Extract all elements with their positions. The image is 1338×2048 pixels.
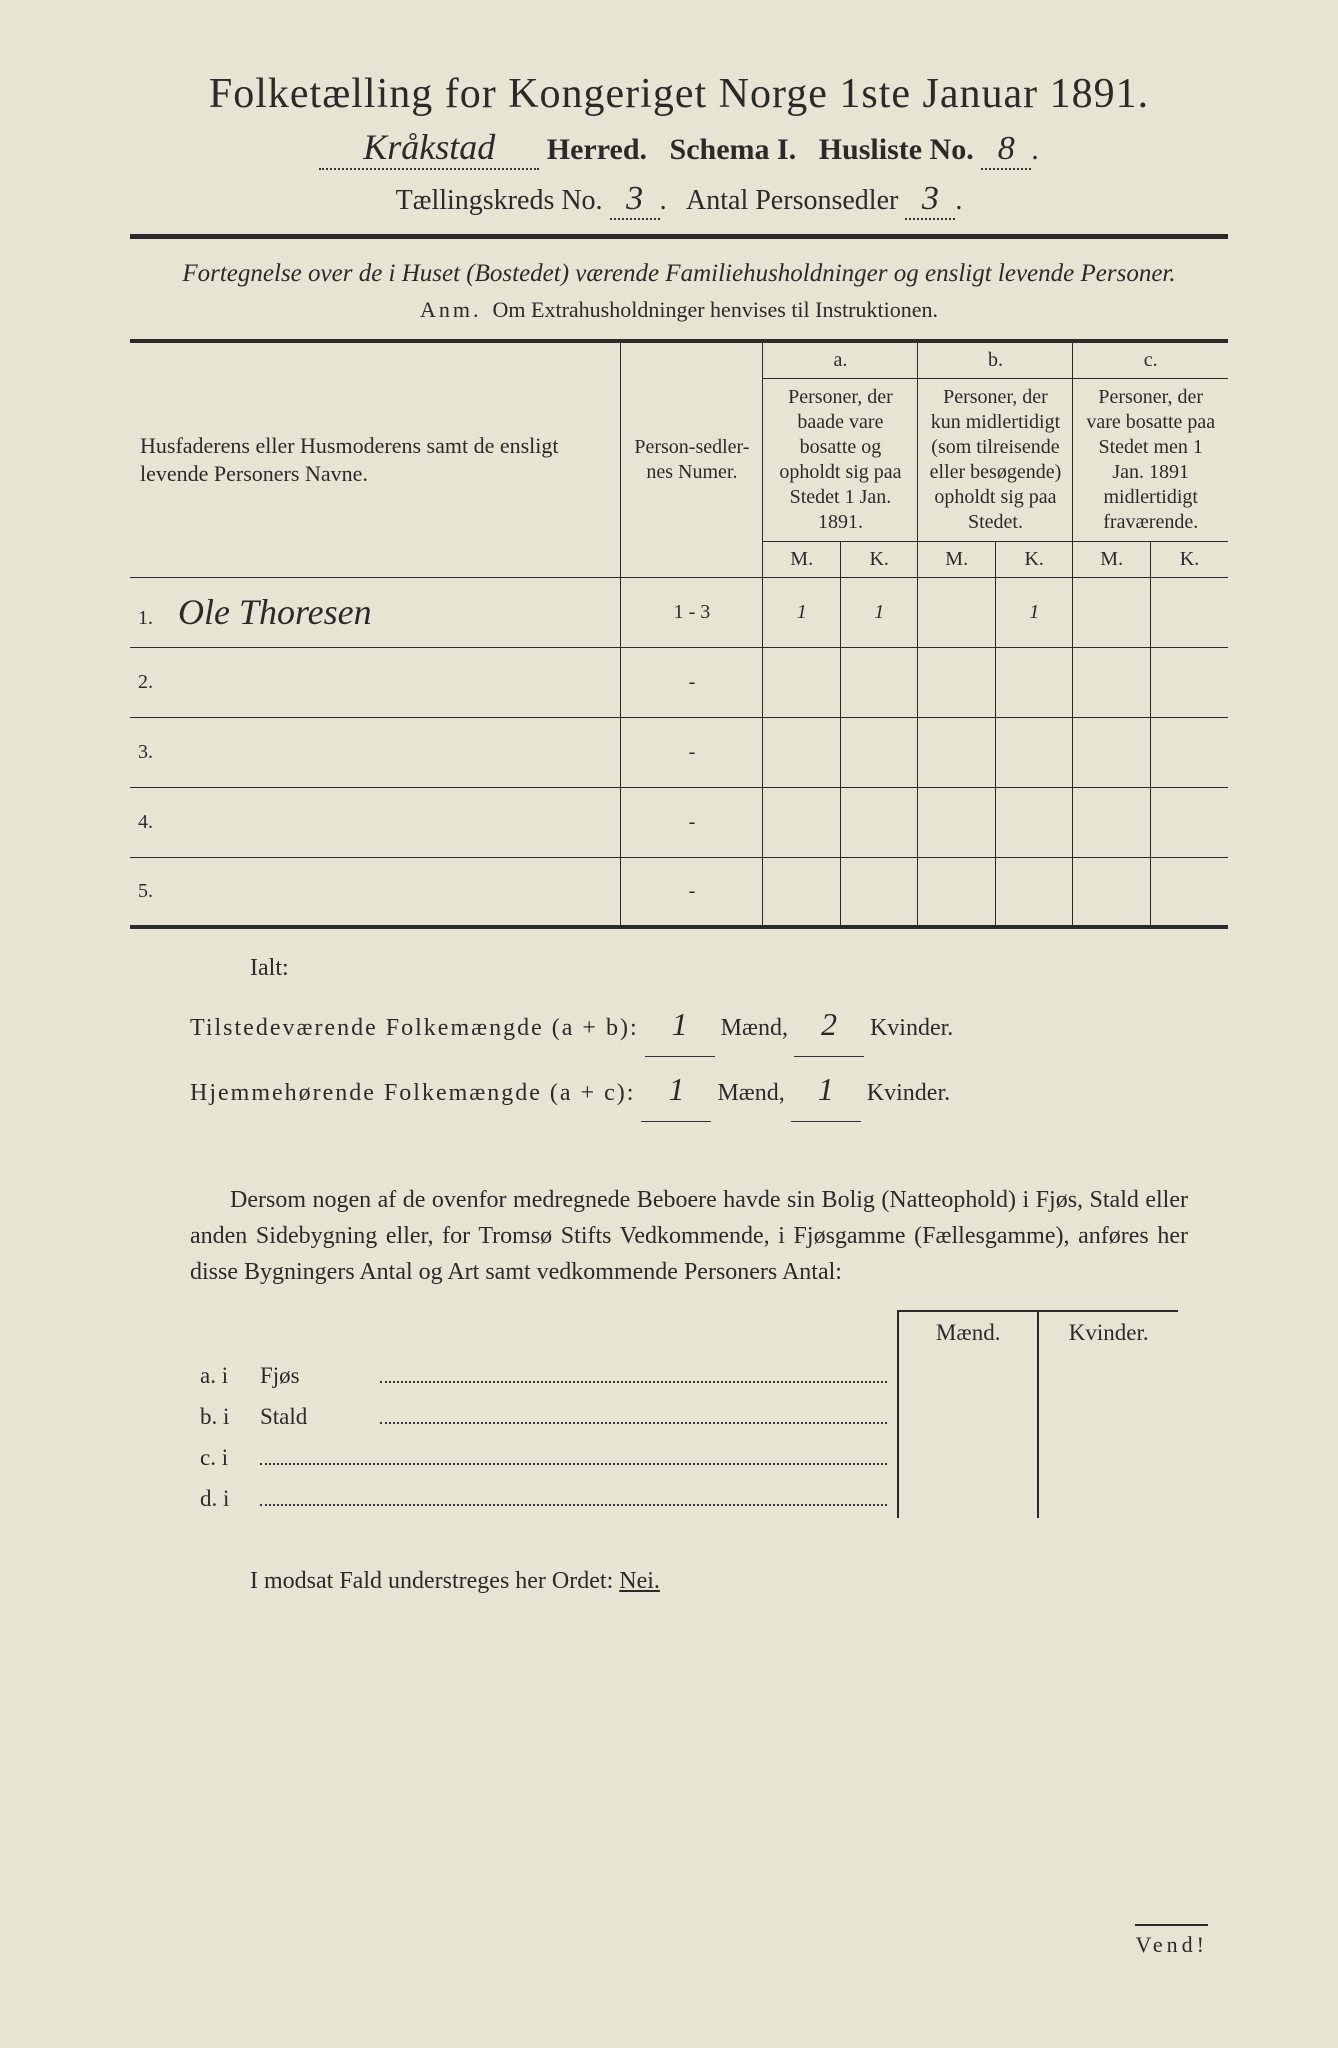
antal-number: 3 [905,180,955,220]
total-present: Tilstedeværende Folkemængde (a + b): 1 M… [190,992,1228,1057]
totals-block: Tilstedeværende Folkemængde (a + b): 1 M… [190,992,1228,1122]
herred-handwritten: Kråkstad [319,126,539,170]
row-number: 4. [138,811,153,833]
census-form-page: Folketælling for Kongeriget Norge 1ste J… [0,0,1338,2048]
table-row: 2. - [130,647,1228,717]
anm-label: Anm. [420,297,482,322]
kvinder-label: Kvinder. [870,1015,953,1041]
row-name: Ole Thoresen [158,592,372,632]
row-number: 2. [138,671,153,693]
c-k-header: K. [1150,541,1228,577]
row-number: 1. [138,607,153,629]
husliste-label: Husliste No. [819,133,974,166]
table-row: 1. Ole Thoresen 1 - 3 1 1 1 [130,577,1228,647]
col-a-label: a. [763,341,918,379]
ialt-label: Ialt: [250,955,1228,982]
bldg-kvinder-header: Kvinder. [1038,1311,1178,1354]
row-a-k: 1 [840,577,918,647]
col-b-label: b. [918,341,1073,379]
col-b-text: Personer, der kun midlertidigt (som tilr… [918,378,1073,541]
bldg-row-type: Stald [250,1395,370,1436]
a-k-header: K. [840,541,918,577]
main-table: Husfaderens eller Husmoderens samt de en… [130,339,1228,930]
row-number: 5. [138,880,153,902]
b-m-header: M. [918,541,996,577]
husliste-number: 8 [981,130,1031,170]
nei-line: I modsat Fald understreges her Ordet: Ne… [250,1568,1228,1595]
col-names-header: Husfaderens eller Husmoderens samt de en… [130,341,621,578]
kvinder-label: Kvinder. [867,1080,950,1106]
table-row: 5. - [130,857,1228,927]
row-c-k [1150,577,1228,647]
page-title: Folketælling for Kongeriget Norge 1ste J… [130,70,1228,118]
row-numr: - [621,857,763,927]
maend-label: Mænd, [721,1015,788,1041]
a-m-header: M. [763,541,841,577]
nei-text: I modsat Fald understreges her Ordet: [250,1568,613,1594]
row-numr: - [621,647,763,717]
col-c-label: c. [1073,341,1228,379]
antal-label: Antal Personsedler [686,185,898,216]
bldg-row: a. i Fjøs [190,1354,1178,1395]
col-numr-header: Person-sedler-nes Numer. [621,341,763,578]
nei-word: Nei. [619,1568,660,1594]
dotted-fill [260,1483,887,1506]
c-m-header: M. [1073,541,1151,577]
table-body: 1. Ole Thoresen 1 - 3 1 1 1 2. - 3. - 4. [130,577,1228,927]
anm-text: Om Extrahusholdninger henvises til Instr… [493,297,938,322]
bldg-row-letter: b. i [190,1395,250,1436]
header-line-2: Kråkstad Herred. Schema I. Husliste No. … [130,126,1228,170]
b-k-header: K. [995,541,1073,577]
bldg-row-letter: c. i [190,1436,250,1477]
building-table: Mænd. Kvinder. a. i Fjøs b. i Stald c. i… [190,1310,1178,1518]
dotted-fill [380,1360,887,1383]
total-resident: Hjemmehørende Folkemængde (a + c): 1 Mæn… [190,1057,1228,1122]
row-numr: 1 - 3 [621,577,763,647]
tot2-k: 1 [791,1057,861,1122]
col-a-text: Personer, der baade vare bosatte og opho… [763,378,918,541]
row-numr: - [621,787,763,857]
dotted-fill [380,1401,887,1424]
paragraph: Dersom nogen af de ovenfor medregnede Be… [190,1182,1188,1290]
tot1-label: Tilstedeværende Folkemængde (a + b): [190,1015,639,1041]
tot1-k: 2 [794,992,864,1057]
anm-line: Anm. Om Extrahusholdninger henvises til … [130,297,1228,323]
herred-label: Herred. [547,133,647,166]
tot2-label: Hjemmehørende Folkemængde (a + c): [190,1080,635,1106]
bldg-row-letter: d. i [190,1477,250,1518]
bldg-maend-header: Mænd. [898,1311,1038,1354]
row-numr: - [621,717,763,787]
row-a-m: 1 [763,577,841,647]
bldg-row: b. i Stald [190,1395,1178,1436]
subtitle: Fortegnelse over de i Huset (Bostedet) v… [130,257,1228,291]
table-row: 4. - [130,787,1228,857]
kreds-label: Tællingskreds No. [396,185,603,216]
kreds-number: 3 [610,180,660,220]
divider [130,234,1228,239]
bldg-row-type: Fjøs [250,1354,370,1395]
tot2-m: 1 [641,1057,711,1122]
maend-label: Mænd, [717,1080,784,1106]
bldg-row-letter: a. i [190,1354,250,1395]
table-row: 3. - [130,717,1228,787]
bldg-row: c. i [190,1436,1178,1477]
col-c-text: Personer, der vare bosatte paa Stedet me… [1073,378,1228,541]
row-b-k: 1 [995,577,1073,647]
dotted-fill [260,1442,887,1465]
row-c-m [1073,577,1151,647]
row-number: 3. [138,741,153,763]
row-cell: 1. Ole Thoresen [130,577,621,647]
vend-label: Vend! [1135,1924,1208,1958]
tot1-m: 1 [645,992,715,1057]
bldg-row: d. i [190,1477,1178,1518]
header-line-3: Tællingskreds No. 3. Antal Personsedler … [130,180,1228,220]
schema-label: Schema I. [670,133,797,166]
row-b-m [918,577,996,647]
